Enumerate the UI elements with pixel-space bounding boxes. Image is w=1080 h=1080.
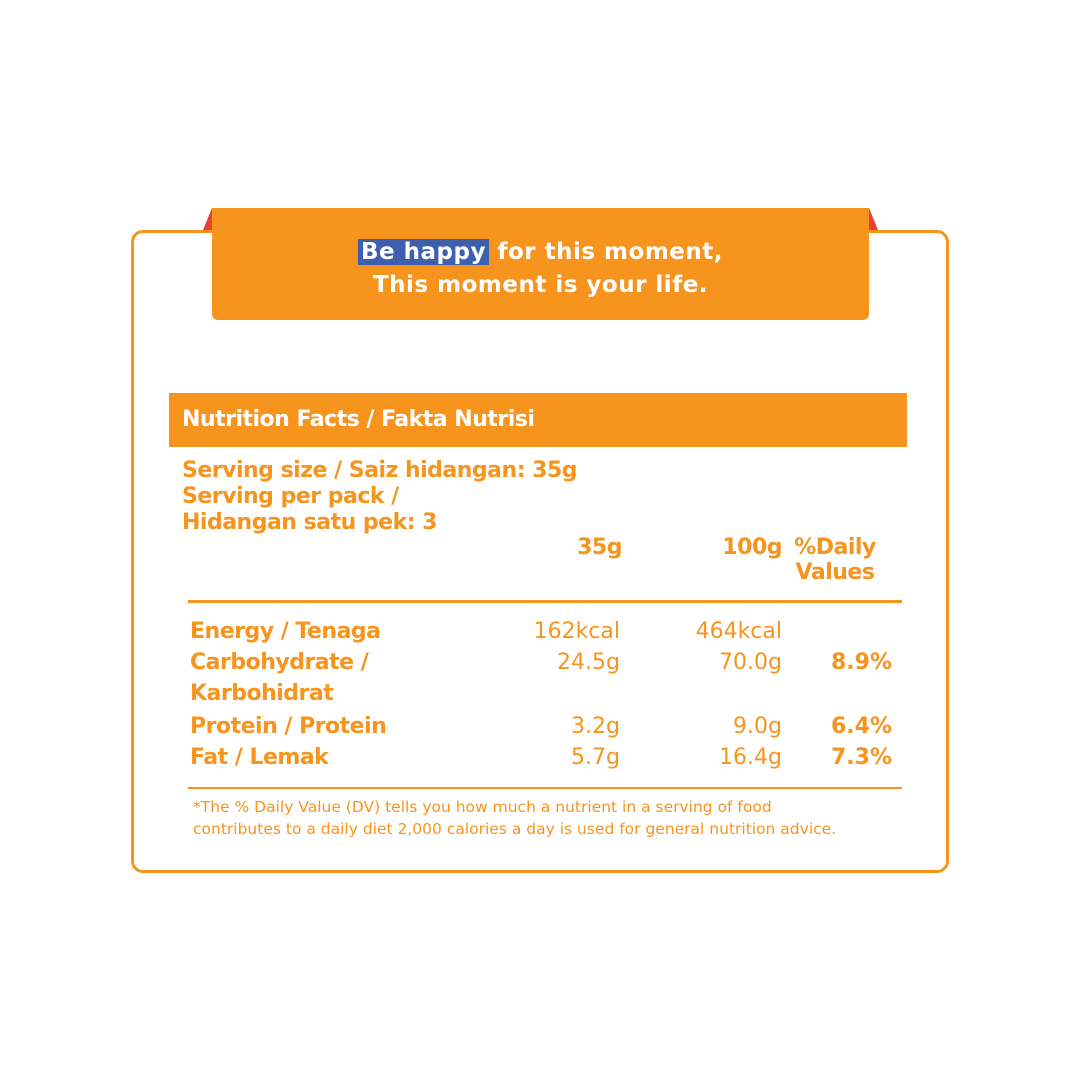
nutrient-name-line2: Karbohidrat [190,681,334,706]
nutrient-name: Carbohydrate / Karbohidrat [190,647,369,709]
serving-size: Serving size / Saiz hidangan: 35g [182,458,578,483]
nutrient-name: Protein / Protein [190,714,387,739]
value-35g: 162kcal [533,619,620,644]
col-35g: 35g [577,535,622,560]
value-35g: 24.5g [557,650,620,675]
serving-per-pack: Serving per pack / [182,484,399,509]
footnote-line2: contributes to a daily diet 2,000 calori… [193,820,837,838]
quote-line2: This moment is your life. [372,272,709,298]
divider-top [188,600,902,603]
nutrient-name: Fat / Lemak [190,745,329,770]
value-100g: 16.4g [719,745,782,770]
serving-info: Serving size / Saiz hidangan: 35g Servin… [182,458,578,536]
value-dv: 6.4% [830,714,892,739]
divider-bottom [188,787,902,789]
ribbon-fold-right [869,208,878,230]
nutrient-name-line1: Carbohydrate / [190,650,369,675]
value-100g: 464kcal [695,619,782,644]
col-dv-line1: %Daily [794,535,876,560]
value-100g: 9.0g [733,714,782,739]
col-100g: 100g [722,535,782,560]
quote-highlight: Be happy [357,239,489,265]
value-dv: 7.3% [830,745,892,770]
nutrient-name: Energy / Tenaga [190,619,381,644]
col-dv-line2: Values [795,560,875,585]
footnote: *The % Daily Value (DV) tells you how mu… [193,796,836,840]
value-100g: 70.0g [719,650,782,675]
value-35g: 3.2g [571,714,620,739]
ribbon-fold-left [203,208,212,230]
quote-banner: Be happy for this moment, This moment is… [212,208,869,320]
value-dv: 8.9% [830,650,892,675]
quote-text: Be happy for this moment, This moment is… [212,236,869,302]
col-daily-values: %Daily Values [780,535,890,585]
nutrition-header: Nutrition Facts / Fakta Nutrisi [169,393,907,447]
quote-line1: for this moment, [488,239,723,265]
footnote-line1: *The % Daily Value (DV) tells you how mu… [193,798,772,816]
value-35g: 5.7g [571,745,620,770]
row-carbohydrate: Carbohydrate / Karbohidrat 24.5g 70.0g 8.… [190,647,892,709]
serving-per-pack-value: Hidangan satu pek: 3 [182,510,437,535]
